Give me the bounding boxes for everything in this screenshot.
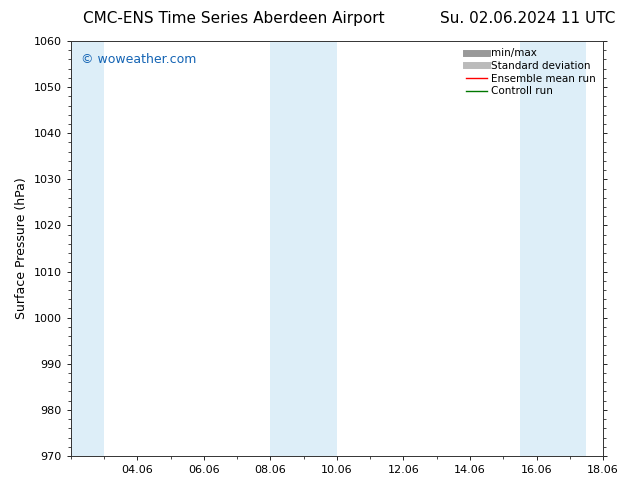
Y-axis label: Surface Pressure (hPa): Surface Pressure (hPa): [15, 178, 28, 319]
Legend: min/max, Standard deviation, Ensemble mean run, Controll run: min/max, Standard deviation, Ensemble me…: [464, 46, 598, 98]
Text: © woweather.com: © woweather.com: [81, 53, 197, 67]
Bar: [520, 41, 586, 456]
Text: CMC-ENS Time Series Aberdeen Airport: CMC-ENS Time Series Aberdeen Airport: [84, 11, 385, 26]
Text: Su. 02.06.2024 11 UTC: Su. 02.06.2024 11 UTC: [439, 11, 615, 26]
Bar: [71, 41, 104, 456]
Bar: [270, 41, 337, 456]
